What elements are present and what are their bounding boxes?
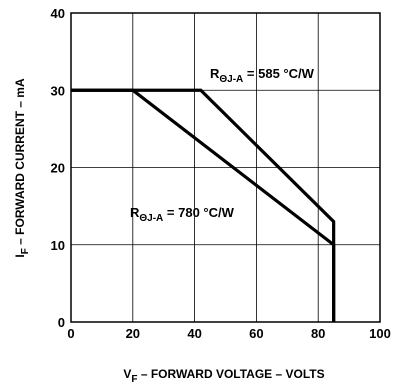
x-tick-label: 100 <box>369 326 391 341</box>
y-tick-label: 30 <box>51 83 65 98</box>
x-tick-label: 80 <box>311 326 325 341</box>
plot-frame <box>70 12 381 323</box>
x-tick-label: 20 <box>126 326 140 341</box>
x-tick-label: 0 <box>67 326 74 341</box>
x-tick-labels: 0 20 40 60 80 100 <box>67 326 390 341</box>
y-tick-label: 0 <box>58 315 65 330</box>
x-tick-label: 40 <box>187 326 201 341</box>
series-line-1 <box>71 88 336 322</box>
y-tick-label: 20 <box>51 161 65 176</box>
y-axis-label: IF – FORWARD CURRENT – mA <box>13 78 31 258</box>
series-label-780: RΘJ-A = 780 °C/W <box>130 205 235 224</box>
y-tick-labels: 0 10 20 30 40 <box>51 6 65 330</box>
series-label-585: RΘJ-A = 585 °C/W <box>210 66 315 85</box>
x-axis-label: VF – FORWARD VOLTAGE – VOLTS <box>123 367 324 385</box>
series-lines <box>71 88 336 322</box>
y-tick-label: 10 <box>51 238 65 253</box>
y-tick-label: 40 <box>51 6 65 21</box>
x-tick-label: 60 <box>249 326 263 341</box>
